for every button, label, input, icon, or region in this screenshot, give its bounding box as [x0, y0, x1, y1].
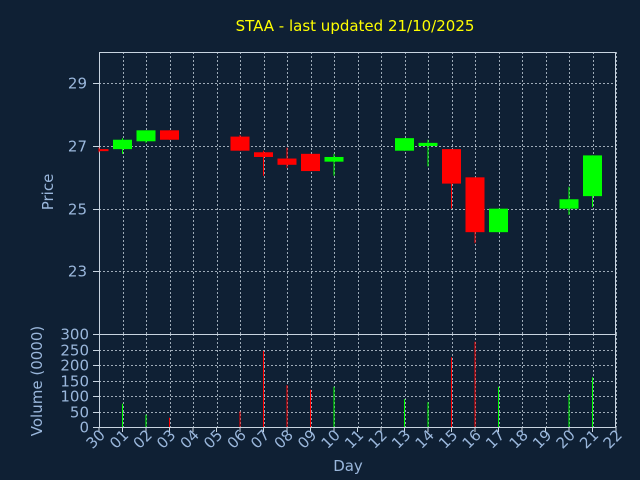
price-axis-label: Price [39, 174, 57, 211]
price-tick-label: 29 [68, 75, 87, 93]
candle-body [465, 177, 485, 233]
price-tick-label: 27 [68, 138, 87, 156]
candle-body [254, 152, 273, 157]
price-panel: 23 25 27 29 [68, 52, 617, 335]
candle-body [395, 138, 414, 151]
volume-tick-label: 150 [60, 373, 89, 391]
candle-body [301, 153, 320, 172]
candle-body [160, 130, 179, 140]
volume-axis-label: Volume (0000) [28, 326, 46, 436]
candle-body [442, 149, 461, 184]
volume-tick-label: 100 [60, 388, 89, 406]
candle-body [324, 156, 344, 162]
volume-tick-label: 50 [70, 404, 89, 422]
candle-body [230, 136, 250, 151]
candle-body [99, 149, 109, 152]
price-tick-label: 25 [68, 201, 87, 219]
candle-body [559, 199, 579, 209]
candle-body [583, 155, 602, 197]
candle-body [277, 158, 297, 165]
volume-tick-label: 300 [60, 326, 89, 344]
volume-tick-label: 200 [60, 357, 89, 375]
volume-tick-label: 250 [60, 342, 89, 360]
candle-body [113, 139, 132, 150]
candle-body [418, 142, 438, 146]
price-tick-label: 23 [68, 263, 87, 281]
chart-title: STAA - last updated 21/10/2025 [236, 17, 475, 35]
x-axis-label: Day [333, 457, 363, 475]
candle-body [489, 208, 508, 233]
candle-body [136, 130, 156, 142]
volume-tick-label: 0 [79, 419, 89, 437]
